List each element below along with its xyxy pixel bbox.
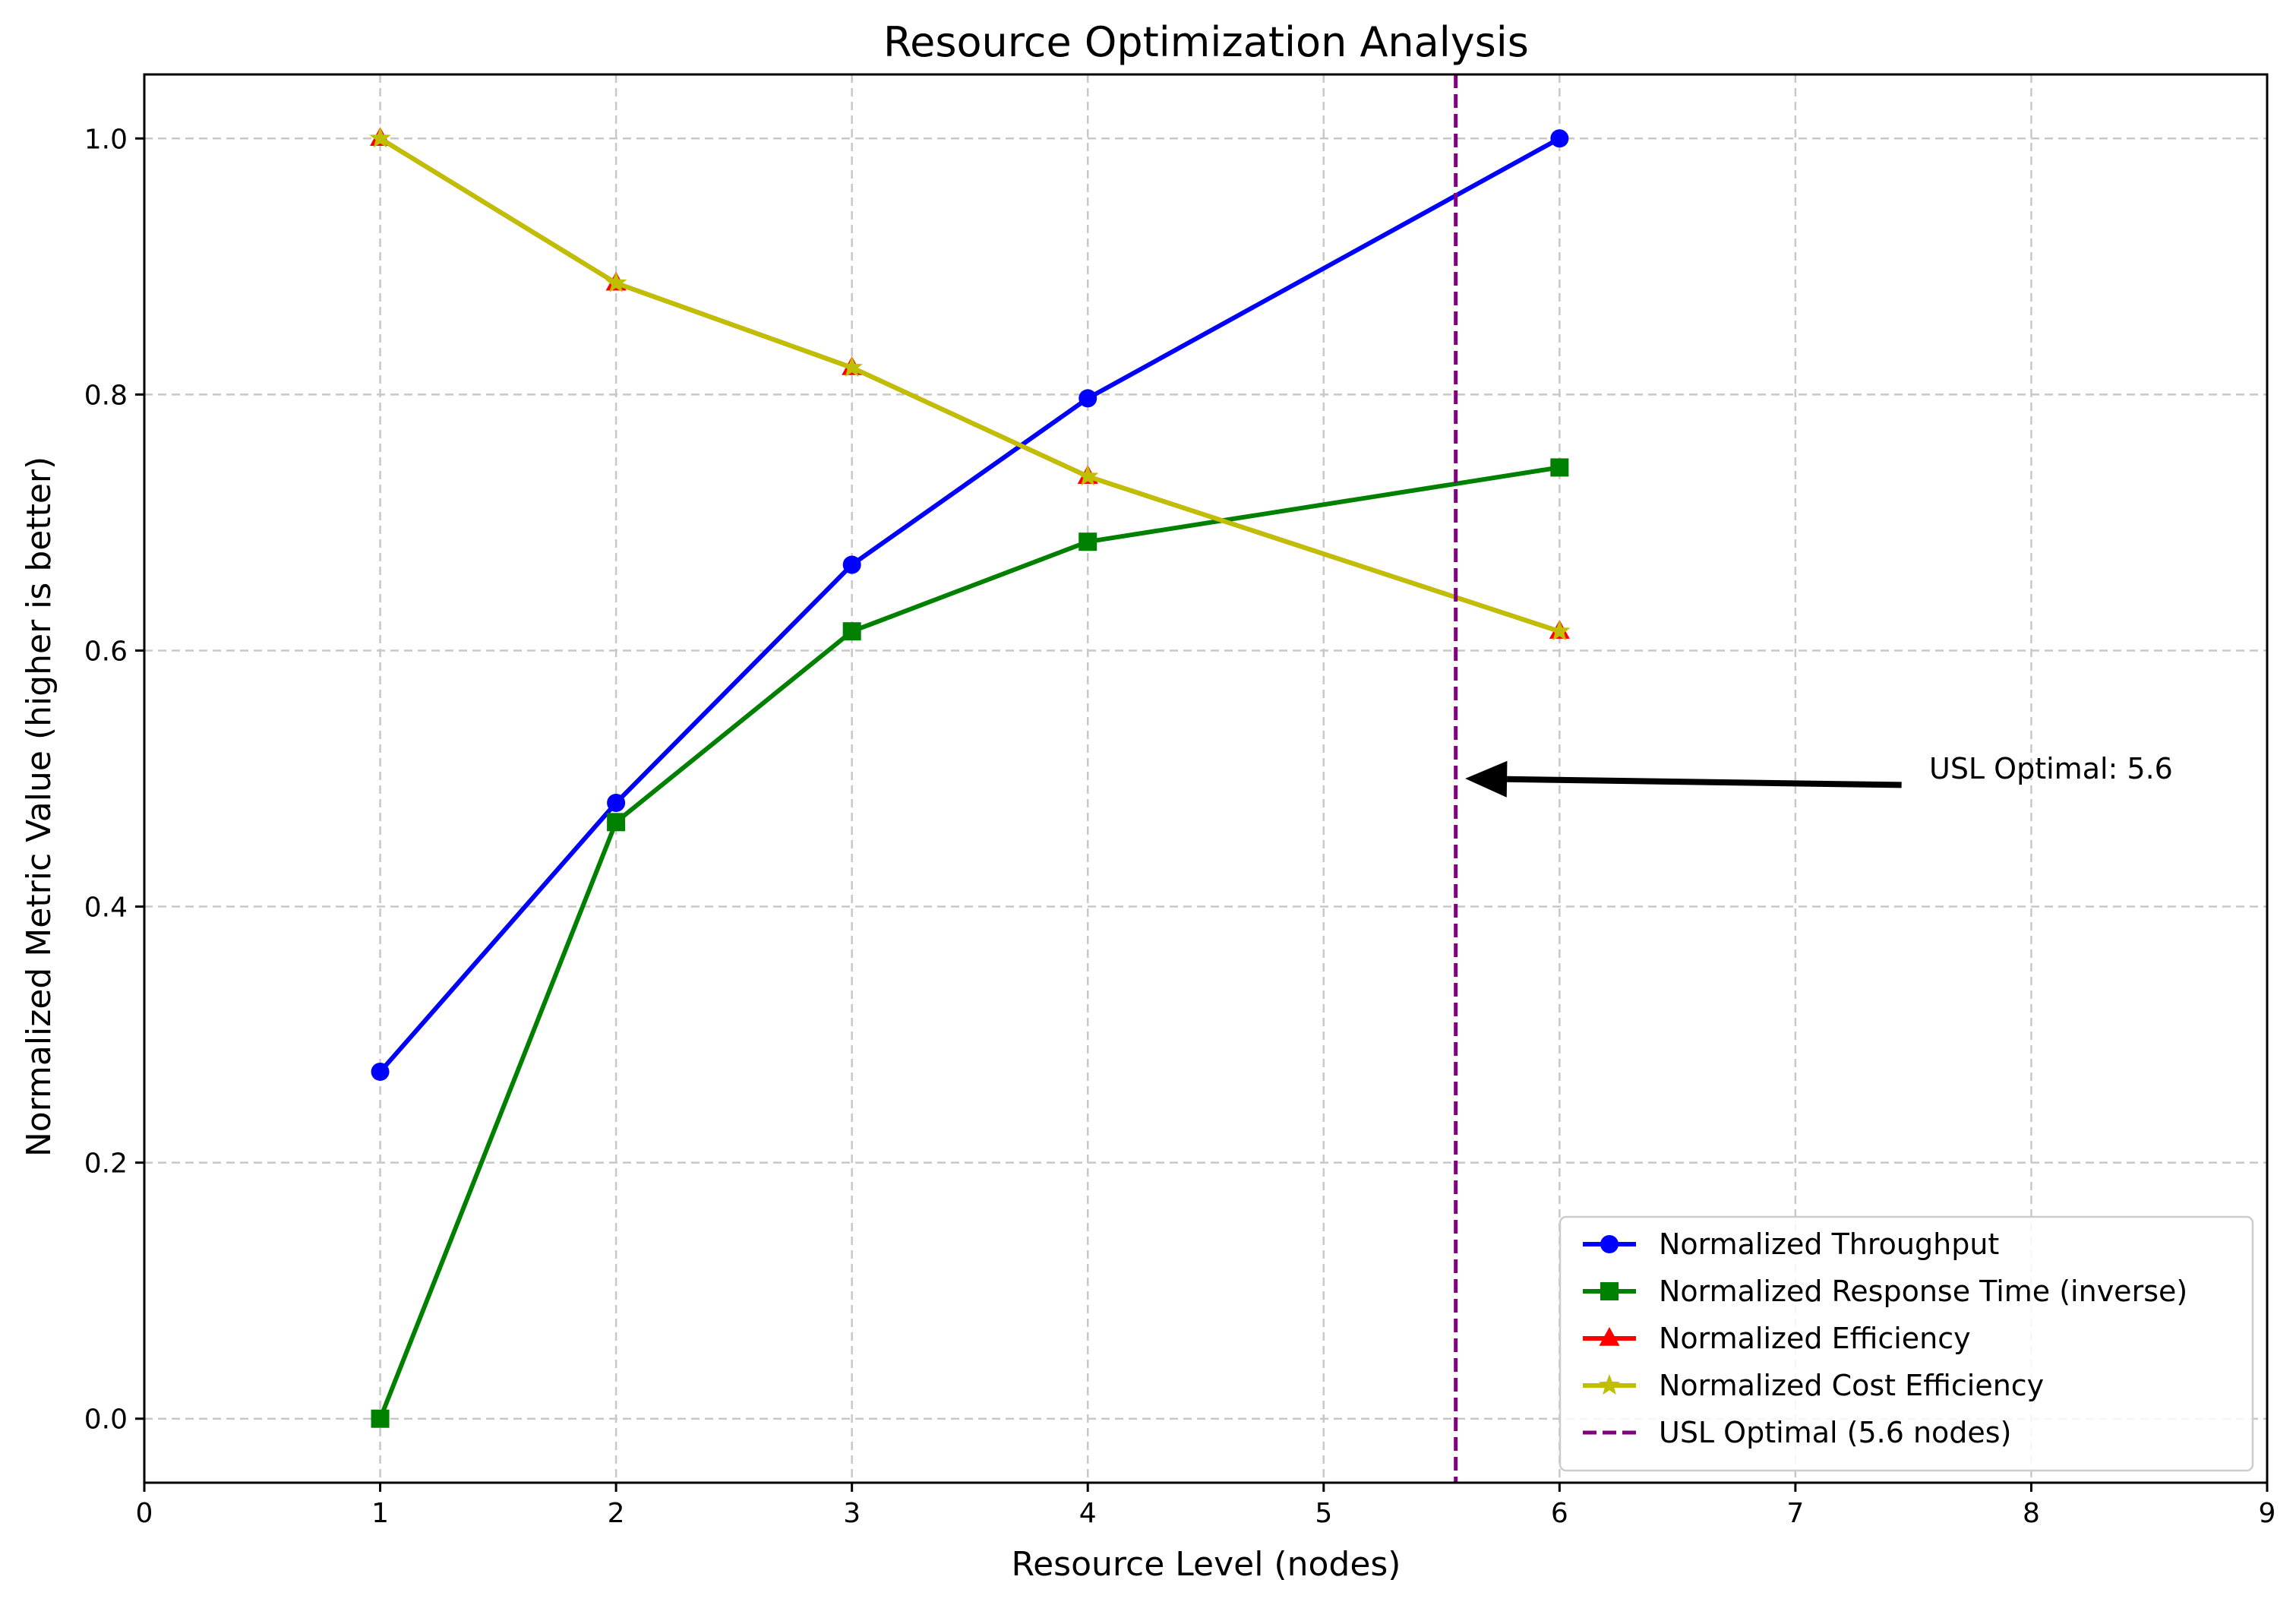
legend-label: Normalized Efficiency <box>1659 1322 1971 1355</box>
series-1 <box>371 129 1569 1081</box>
y-tick-label: 0.8 <box>84 380 128 411</box>
legend-marker <box>1600 1282 1619 1300</box>
data-point <box>1077 465 1099 486</box>
legend-marker <box>1599 1327 1620 1346</box>
data-point <box>1550 129 1569 148</box>
data-point <box>369 127 391 148</box>
y-tick-label: 0.0 <box>84 1404 128 1436</box>
series-2 <box>371 458 1569 1428</box>
x-tick-label: 1 <box>371 1498 389 1529</box>
x-tick-label: 5 <box>1315 1498 1332 1529</box>
x-axis-label: Resource Level (nodes) <box>1012 1545 1401 1584</box>
y-tick-label: 0.2 <box>84 1148 128 1180</box>
legend-item: Normalized Response Time (inverse) <box>1583 1275 2187 1308</box>
legend-label: Normalized Cost Efficiency <box>1659 1369 2044 1402</box>
chart-title: Resource Optimization Analysis <box>883 18 1529 66</box>
x-tick-label: 0 <box>136 1498 153 1529</box>
data-point <box>605 271 627 292</box>
legend-label: Normalized Throughput <box>1659 1227 1999 1261</box>
legend-box <box>1559 1215 2254 1472</box>
series-4 <box>369 127 1571 641</box>
x-tick-label: 6 <box>1551 1498 1568 1529</box>
x-tick-label: 7 <box>1786 1498 1804 1529</box>
legend-label: USL Optimal (5.6 nodes) <box>1659 1416 2011 1449</box>
x-tick-label: 2 <box>608 1498 625 1529</box>
data-point <box>607 813 626 832</box>
data-point <box>842 555 861 574</box>
data-point <box>1550 458 1569 477</box>
x-tick-label: 9 <box>2259 1498 2276 1529</box>
plot-area <box>369 74 1571 1483</box>
data-point <box>1079 389 1097 408</box>
y-tick-label: 0.4 <box>84 893 128 924</box>
data-point <box>1079 532 1097 551</box>
legend-marker <box>1600 1235 1619 1253</box>
y-tick-label: 0.6 <box>84 636 128 667</box>
x-tick-label: 8 <box>2023 1498 2040 1529</box>
data-point <box>841 356 863 378</box>
data-point <box>607 794 626 813</box>
data-point <box>371 1062 390 1081</box>
data-point <box>842 622 861 641</box>
annotation: USL Optimal: 5.6 <box>1465 752 2173 798</box>
axis-ticks: 0 1 2 3 4 5 6 7 8 9 0.0 0.2 0.4 0.6 0.8 1.0 <box>84 124 2276 1529</box>
x-tick-label: 3 <box>843 1498 861 1529</box>
annotation-arrow-head <box>1465 760 1508 798</box>
y-tick-label: 1.0 <box>84 124 128 155</box>
legend-item: Normalized Cost Efficiency <box>1583 1369 2044 1402</box>
data-point <box>371 1409 390 1428</box>
annotation-text: USL Optimal: 5.6 <box>1929 752 2173 785</box>
legend-item: Normalized Throughput <box>1583 1227 1999 1261</box>
legend: Normalized Throughput Normalized Response… <box>1559 1215 2254 1472</box>
plot-frame <box>143 73 2269 1484</box>
y-axis-label: Normalized Metric Value (higher is bette… <box>20 457 58 1157</box>
legend-marker <box>1598 1374 1621 1395</box>
x-tick-label: 4 <box>1079 1498 1097 1529</box>
annotation-arrow-shaft <box>1507 776 1902 788</box>
legend-label: Normalized Response Time (inverse) <box>1659 1275 2187 1308</box>
data-point <box>1549 620 1571 641</box>
legend-item: USL Optimal (5.6 nodes) <box>1583 1416 2011 1449</box>
legend-item: Normalized Efficiency <box>1583 1322 1971 1355</box>
